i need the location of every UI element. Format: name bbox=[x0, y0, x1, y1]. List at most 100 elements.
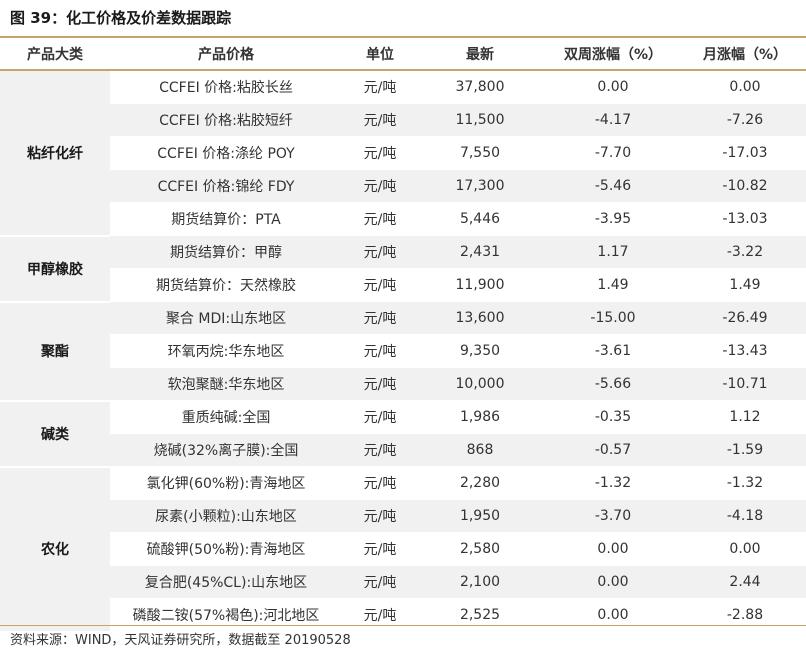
monthly-change-cell: -4.18 bbox=[684, 499, 806, 533]
latest-cell: 2,431 bbox=[418, 235, 542, 269]
unit-cell: 元/吨 bbox=[342, 334, 418, 368]
price-table: 产品大类 产品价格 单位 最新 双周涨幅（%） 月涨幅（%） 粘纤化纤 CCFEI… bbox=[0, 39, 806, 633]
product-cell: 期货结算价：天然橡胶 bbox=[110, 268, 342, 302]
unit-cell: 元/吨 bbox=[342, 268, 418, 302]
biweekly-change-cell: -3.95 bbox=[542, 202, 684, 236]
unit-cell: 元/吨 bbox=[342, 169, 418, 203]
latest-cell: 11,900 bbox=[418, 268, 542, 302]
table-row: 农化 氯化钾(60%粉):青海地区 元/吨 2,280 -1.32 -1.32 bbox=[0, 466, 806, 633]
table-row: 碱类 重质纯碱:全国 元/吨 1,986 -0.35 1.12 bbox=[0, 400, 806, 468]
latest-cell: 11,500 bbox=[418, 103, 542, 137]
monthly-change-cell: -7.26 bbox=[684, 103, 806, 137]
biweekly-change-cell: 0.00 bbox=[542, 70, 684, 104]
category-cell: 粘纤化纤 bbox=[0, 70, 110, 237]
table-row: 磷酸二铵(57%褐色):河北地区 元/吨 2,525 0.00 -2.88 bbox=[0, 598, 806, 632]
column-header: 产品价格 bbox=[110, 39, 342, 71]
biweekly-change-cell: -3.61 bbox=[542, 334, 684, 368]
latest-cell: 9,350 bbox=[418, 334, 542, 368]
product-cell: CCFEI 价格:涤纶 POY bbox=[110, 136, 342, 170]
monthly-change-cell: 2.44 bbox=[684, 565, 806, 599]
table-row: 硫酸钾(50%粉):青海地区 元/吨 2,580 0.00 0.00 bbox=[0, 532, 806, 566]
product-cell: 软泡聚醚:华东地区 bbox=[110, 367, 342, 401]
monthly-change-cell: 1.12 bbox=[684, 400, 806, 434]
biweekly-change-cell: -3.70 bbox=[542, 499, 684, 533]
monthly-change-cell: -10.82 bbox=[684, 169, 806, 203]
biweekly-change-cell: -5.66 bbox=[542, 367, 684, 401]
table-row: 环氧丙烷:华东地区 元/吨 9,350 -3.61 -13.43 bbox=[0, 334, 806, 368]
column-header: 月涨幅（%） bbox=[684, 39, 806, 71]
product-cell: 磷酸二铵(57%褐色):河北地区 bbox=[110, 598, 342, 632]
product-cell: 期货结算价：PTA bbox=[110, 202, 342, 236]
biweekly-change-cell: -15.00 bbox=[542, 301, 684, 335]
table-row: 期货结算价：PTA 元/吨 5,446 -3.95 -13.03 bbox=[0, 202, 806, 236]
column-header: 双周涨幅（%） bbox=[542, 39, 684, 71]
table-row: CCFEI 价格:粘胶短纤 元/吨 11,500 -4.17 -7.26 bbox=[0, 103, 806, 137]
table-row: 尿素(小颗粒):山东地区 元/吨 1,950 -3.70 -4.18 bbox=[0, 499, 806, 533]
biweekly-change-cell: -7.70 bbox=[542, 136, 684, 170]
column-header: 最新 bbox=[418, 39, 542, 71]
category-cell: 聚酯 bbox=[0, 301, 110, 402]
unit-cell: 元/吨 bbox=[342, 301, 418, 335]
latest-cell: 2,280 bbox=[418, 466, 542, 500]
product-cell: CCFEI 价格:锦纶 FDY bbox=[110, 169, 342, 203]
biweekly-change-cell: 0.00 bbox=[542, 532, 684, 566]
monthly-change-cell: -13.43 bbox=[684, 334, 806, 368]
latest-cell: 17,300 bbox=[418, 169, 542, 203]
product-cell: 期货结算价：甲醇 bbox=[110, 235, 342, 269]
column-header: 单位 bbox=[342, 39, 418, 71]
product-cell: 重质纯碱:全国 bbox=[110, 400, 342, 434]
biweekly-change-cell: 0.00 bbox=[542, 598, 684, 632]
latest-cell: 13,600 bbox=[418, 301, 542, 335]
monthly-change-cell: 0.00 bbox=[684, 70, 806, 104]
monthly-change-cell: 1.49 bbox=[684, 268, 806, 302]
monthly-change-cell: 0.00 bbox=[684, 532, 806, 566]
biweekly-change-cell: 0.00 bbox=[542, 565, 684, 599]
biweekly-change-cell: -4.17 bbox=[542, 103, 684, 137]
product-cell: CCFEI 价格:粘胶短纤 bbox=[110, 103, 342, 137]
column-header: 产品大类 bbox=[0, 39, 110, 71]
latest-cell: 1,986 bbox=[418, 400, 542, 434]
biweekly-change-cell: -0.35 bbox=[542, 400, 684, 434]
unit-cell: 元/吨 bbox=[342, 235, 418, 269]
biweekly-change-cell: 1.49 bbox=[542, 268, 684, 302]
bottom-rule bbox=[0, 625, 806, 626]
biweekly-change-cell: -5.46 bbox=[542, 169, 684, 203]
table-row: 粘纤化纤 CCFEI 价格:粘胶长丝 元/吨 37,800 0.00 0.00 bbox=[0, 70, 806, 237]
table-row: 复合肥(45%CL):山东地区 元/吨 2,100 0.00 2.44 bbox=[0, 565, 806, 599]
latest-cell: 7,550 bbox=[418, 136, 542, 170]
latest-cell: 10,000 bbox=[418, 367, 542, 401]
monthly-change-cell: -1.59 bbox=[684, 433, 806, 467]
table-row: CCFEI 价格:涤纶 POY 元/吨 7,550 -7.70 -17.03 bbox=[0, 136, 806, 170]
unit-cell: 元/吨 bbox=[342, 367, 418, 401]
unit-cell: 元/吨 bbox=[342, 400, 418, 434]
unit-cell: 元/吨 bbox=[342, 70, 418, 104]
unit-cell: 元/吨 bbox=[342, 433, 418, 467]
monthly-change-cell: -3.22 bbox=[684, 235, 806, 269]
monthly-change-cell: -17.03 bbox=[684, 136, 806, 170]
latest-cell: 37,800 bbox=[418, 70, 542, 104]
table-row: 烧碱(32%离子膜):全国 元/吨 868 -0.57 -1.59 bbox=[0, 433, 806, 467]
product-cell: 环氧丙烷:华东地区 bbox=[110, 334, 342, 368]
unit-cell: 元/吨 bbox=[342, 103, 418, 137]
unit-cell: 元/吨 bbox=[342, 202, 418, 236]
latest-cell: 2,525 bbox=[418, 598, 542, 632]
unit-cell: 元/吨 bbox=[342, 466, 418, 500]
top-rule bbox=[0, 36, 806, 38]
biweekly-change-cell: -0.57 bbox=[542, 433, 684, 467]
category-cell: 碱类 bbox=[0, 400, 110, 468]
product-cell: 氯化钾(60%粉):青海地区 bbox=[110, 466, 342, 500]
product-cell: CCFEI 价格:粘胶长丝 bbox=[110, 70, 342, 104]
biweekly-change-cell: 1.17 bbox=[542, 235, 684, 269]
table-row: CCFEI 价格:锦纶 FDY 元/吨 17,300 -5.46 -10.82 bbox=[0, 169, 806, 203]
table-row: 聚酯 聚合 MDI:山东地区 元/吨 13,600 -15.00 -26.49 bbox=[0, 301, 806, 402]
product-cell: 烧碱(32%离子膜):全国 bbox=[110, 433, 342, 467]
unit-cell: 元/吨 bbox=[342, 565, 418, 599]
table-row: 甲醇橡胶 期货结算价：甲醇 元/吨 2,431 1.17 -3.22 bbox=[0, 235, 806, 303]
latest-cell: 868 bbox=[418, 433, 542, 467]
category-cell: 农化 bbox=[0, 466, 110, 633]
product-cell: 聚合 MDI:山东地区 bbox=[110, 301, 342, 335]
unit-cell: 元/吨 bbox=[342, 598, 418, 632]
monthly-change-cell: -2.88 bbox=[684, 598, 806, 632]
biweekly-change-cell: -1.32 bbox=[542, 466, 684, 500]
latest-cell: 5,446 bbox=[418, 202, 542, 236]
